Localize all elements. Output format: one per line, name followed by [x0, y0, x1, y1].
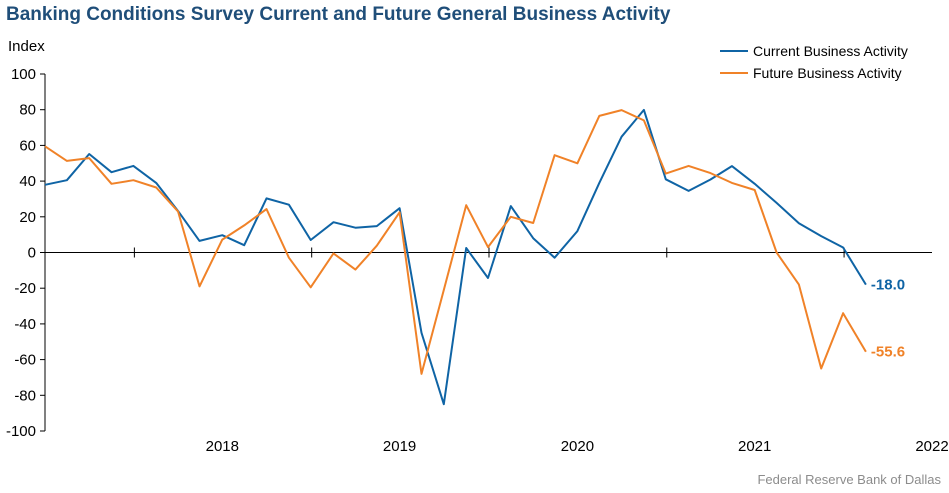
end-value-label: -18.0 [871, 277, 905, 294]
x-tick-label: 2019 [383, 438, 416, 455]
series-line-2 [44, 109, 867, 375]
y-tick-label: 40 [19, 173, 36, 190]
end-value-label: -55.6 [871, 344, 905, 361]
x-tick-label: 2022 [915, 438, 948, 455]
end-labels: -18.0 -55.6 [871, 277, 905, 361]
series-line-1 [44, 108, 867, 406]
y-tick-label: -40 [14, 316, 36, 333]
y-tick-label: 100 [11, 66, 36, 83]
legend-label: Current Business Activity [753, 43, 908, 59]
chart-title: Banking Conditions Survey Current and Fu… [6, 4, 671, 25]
x-tick-label: 2018 [206, 438, 239, 455]
y-axis-label: Index [8, 38, 45, 55]
y-tick-label: 60 [19, 137, 36, 154]
y-tick-label: 20 [19, 209, 36, 226]
legend-label: Future Business Activity [753, 65, 902, 81]
y-tick-label: -20 [14, 280, 36, 297]
series-lines [44, 108, 867, 406]
y-tick-label: -80 [14, 387, 36, 404]
x-tick-label: 2021 [738, 438, 771, 455]
x-tick-label: 2020 [561, 438, 594, 455]
legend: Current Business Activity Future Business… [720, 43, 908, 81]
y-tick-label: 80 [19, 102, 36, 119]
y-tick-label: -60 [14, 352, 36, 369]
source-note: Federal Reserve Bank of Dallas [757, 472, 941, 487]
axes: 100 80 60 40 20 0 -20 -40 -60 -80 -100 2018 2019 2020… [6, 66, 949, 455]
y-tick-label: -100 [6, 423, 36, 440]
y-tick-label: 0 [28, 245, 36, 262]
